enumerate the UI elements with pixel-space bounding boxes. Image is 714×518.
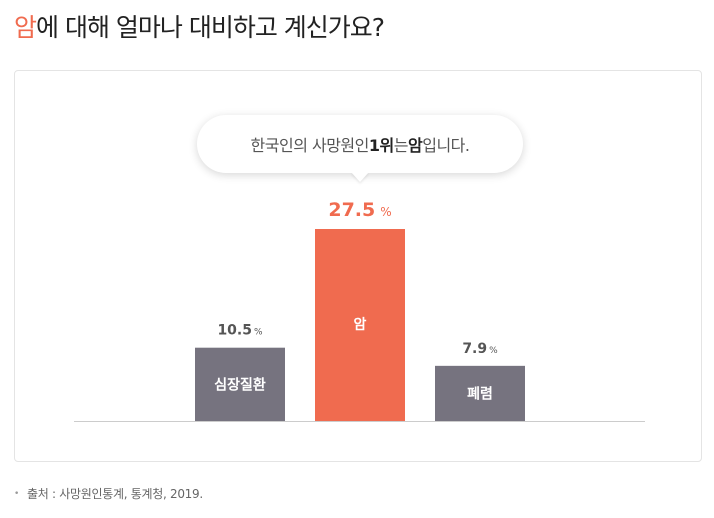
bar-3 bbox=[435, 365, 525, 421]
callout-rank: 1위 bbox=[368, 136, 394, 155]
callout-pre: 한국인의 사망원인 bbox=[250, 136, 370, 155]
bar-value-label: 7.9% bbox=[462, 341, 498, 357]
bar-1 bbox=[195, 347, 285, 421]
bar-category-label: 심장질환 bbox=[214, 376, 266, 393]
source-note: • 출처 : 사망원인통계, 통계청, 2019. bbox=[14, 485, 203, 502]
title-highlight: 암 bbox=[14, 13, 37, 42]
bullet-icon: • bbox=[14, 489, 20, 499]
bar-category-label: 폐렴 bbox=[467, 386, 493, 402]
bar-value-unit: % bbox=[489, 346, 498, 356]
source-text: 출처 : 사망원인통계, 통계청, 2019. bbox=[27, 487, 203, 501]
callout-post: 입니다. bbox=[422, 136, 470, 155]
bar-value-label: 10.5% bbox=[217, 323, 263, 339]
callout-cause: 암 bbox=[407, 136, 423, 155]
title-rest: 에 대해 얼마나 대비하고 계신가요? bbox=[36, 13, 385, 42]
bar-value-label: 27.5% bbox=[328, 199, 391, 221]
bar-value-unit: % bbox=[254, 328, 263, 338]
callout-bubble: 한국인의 사망원인 1위 는 암 입니다. bbox=[197, 115, 523, 173]
callout-mid: 는 bbox=[393, 136, 409, 155]
bar-category-label: 암 bbox=[354, 316, 367, 333]
bar-2 bbox=[315, 229, 405, 421]
page-title: 암에 대해 얼마나 대비하고 계신가요? bbox=[14, 8, 385, 44]
bar-value-unit: % bbox=[380, 205, 391, 219]
